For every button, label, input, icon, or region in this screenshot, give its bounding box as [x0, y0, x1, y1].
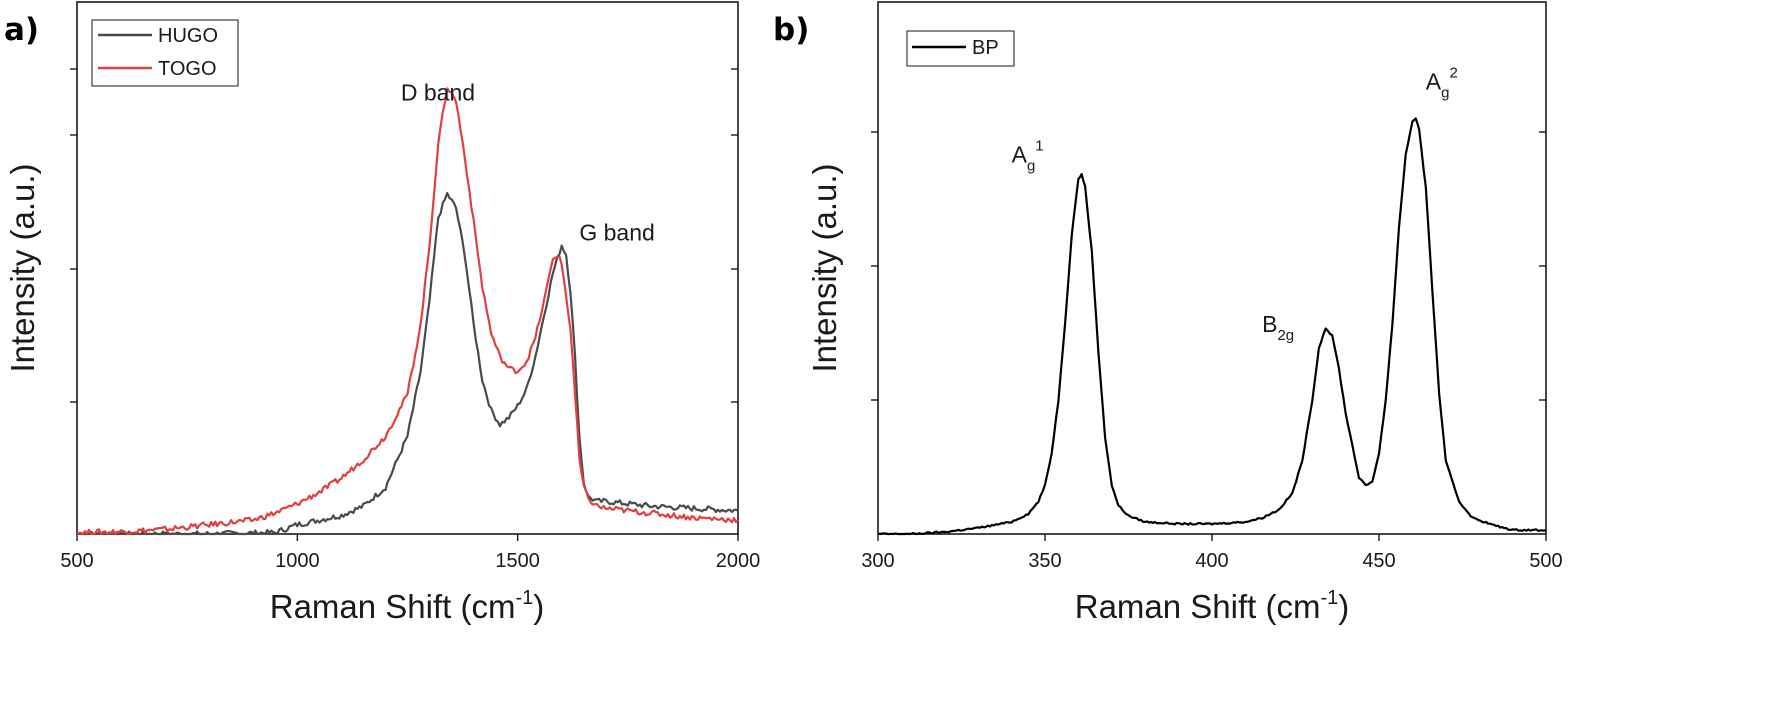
peak-annotation-1: D band: [401, 80, 475, 106]
legend-label-bp: BP: [972, 37, 999, 59]
panel-b-label: b): [773, 12, 809, 48]
panel-b-ticks: 300 350 400 450 500: [861, 131, 1563, 572]
x-tick-label-500: 500: [1529, 550, 1562, 572]
panel-b-legend-box: [906, 30, 1015, 67]
x-tick-label-2000: 2000: [716, 550, 761, 572]
panel-a-x-axis-label-tail: ): [533, 588, 544, 625]
x-tick-label-500: 500: [60, 550, 93, 572]
x-tick-label-300: 300: [861, 550, 894, 572]
peak-annotation-2: G band: [579, 219, 654, 245]
panel-b-x-axis-label-tail: ): [1338, 588, 1349, 625]
panel-a-ticks: 500 1000 1500 2000: [60, 68, 761, 572]
panel-a: a) 500 1000 1500 2000 D band G band HUGO TOG…: [4, 1, 761, 625]
panel-b-y-axis-label: Intensity (a.u.): [806, 163, 843, 372]
series-line-togo: [76, 87, 739, 536]
panel-a-plot-frame: [76, 1, 739, 535]
x-tick-label-1000: 1000: [275, 550, 320, 572]
panel-a-label: a): [4, 12, 39, 48]
x-tick-label-350: 350: [1028, 550, 1061, 572]
panel-a-series: [76, 87, 739, 536]
series-line-hugo: [76, 191, 739, 536]
panel-a-x-axis-label: Raman Shift (cm-1): [270, 587, 545, 625]
legend-label-togo: TOGO: [158, 58, 217, 80]
panel-b-x-axis-label-sup: -1: [1320, 587, 1338, 609]
panel-b-series: [877, 117, 1547, 536]
panel-b: b) 300 350 400 450 500 Ag1 B2g Ag2 BP Raman Sh…: [773, 1, 1563, 625]
peak-annotation-3: Ag2: [1426, 65, 1458, 102]
x-tick-label-400: 400: [1195, 550, 1228, 572]
x-tick-label-450: 450: [1362, 550, 1395, 572]
x-tick-label-1500: 1500: [495, 550, 540, 572]
panel-a-legend-box: [91, 19, 239, 87]
panel-b-legend: BP: [906, 30, 1015, 67]
panel-a-annotations: D band G band: [401, 80, 655, 246]
panel-a-legend: HUGO TOGO: [91, 19, 239, 87]
peak-annotation-1: Ag1: [1012, 137, 1044, 174]
panel-a-y-axis-label: Intensity (a.u.): [4, 163, 41, 372]
peak-annotation-2: B2g: [1262, 311, 1294, 344]
panel-b-x-axis-label-text: Raman Shift (cm: [1075, 588, 1321, 625]
panel-b-x-axis-label: Raman Shift (cm-1): [1075, 587, 1350, 625]
series-line-bp: [877, 117, 1547, 536]
panel-a-x-axis-label-sup: -1: [515, 587, 533, 609]
panel-a-x-axis-label-text: Raman Shift (cm: [270, 588, 516, 625]
legend-label-hugo: HUGO: [158, 25, 218, 47]
panel-b-annotations: Ag1 B2g Ag2: [1012, 65, 1458, 344]
